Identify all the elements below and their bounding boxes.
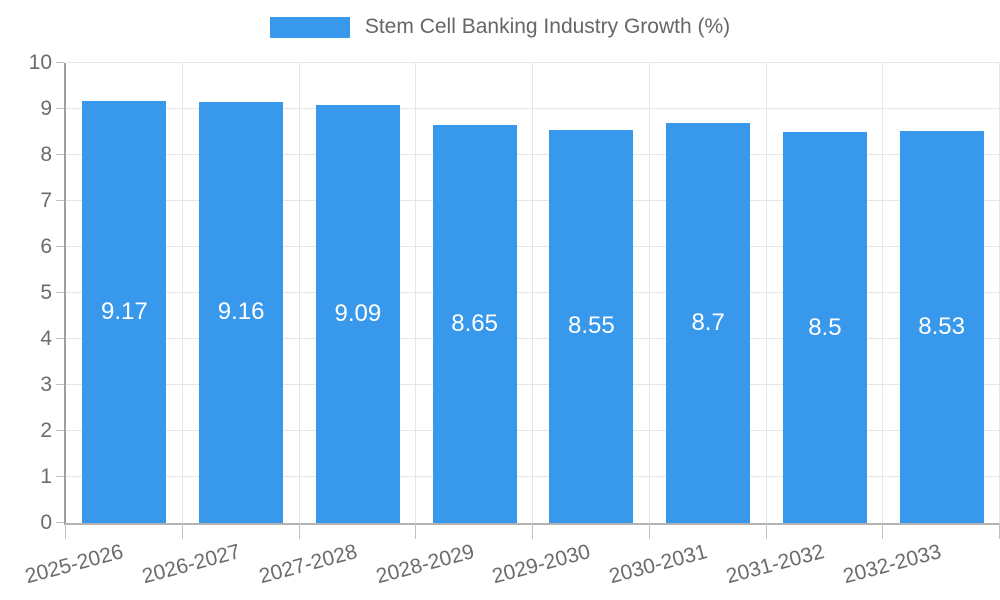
- tick-mark: [65, 523, 66, 539]
- bar[interactable]: 9.16: [199, 101, 284, 523]
- bar[interactable]: 8.65: [432, 125, 517, 523]
- bar-value-label: 8.65: [451, 310, 498, 338]
- y-axis-tick-label: 2: [40, 419, 52, 442]
- legend-item[interactable]: Stem Cell Banking Industry Growth (%): [0, 15, 1000, 39]
- y-axis-tick-label: 6: [40, 235, 52, 258]
- tick-mark: [56, 292, 64, 293]
- gridline: [66, 108, 1000, 109]
- y-axis-tick-label: 0: [40, 511, 52, 534]
- y-axis-tick-label: 1: [40, 465, 52, 488]
- gridline: [66, 338, 1000, 339]
- bar-value-label: 8.53: [918, 312, 965, 340]
- gridline: [765, 63, 767, 523]
- tick-mark: [56, 246, 64, 247]
- tick-mark: [56, 338, 64, 339]
- chart-title: Stem Cell Banking Industry Growth (%): [364, 15, 731, 38]
- y-axis-tick-label: 3: [40, 373, 52, 396]
- tick-mark: [765, 523, 767, 539]
- bar[interactable]: 8.53: [899, 130, 984, 523]
- tick-mark: [648, 523, 650, 539]
- bar[interactable]: 8.55: [549, 129, 634, 523]
- gridline: [66, 384, 1000, 385]
- tick-mark: [415, 523, 417, 539]
- tick-mark: [882, 523, 884, 539]
- tick-mark: [298, 523, 300, 539]
- tick-mark: [56, 522, 64, 523]
- bar-value-label: 8.55: [568, 312, 615, 340]
- gridline: [648, 63, 650, 523]
- bar[interactable]: 9.09: [315, 104, 400, 523]
- gridline: [415, 63, 417, 523]
- tick-mark: [56, 108, 64, 109]
- gridline: [298, 63, 300, 523]
- tick-mark: [56, 476, 64, 477]
- y-axis-tick-label: 8: [40, 143, 52, 166]
- gridline: [66, 200, 1000, 201]
- y-axis-tick-label: 5: [40, 281, 52, 304]
- bar-value-label: 9.09: [334, 299, 382, 327]
- bar-value-label: 8.7: [691, 308, 725, 336]
- tick-mark: [532, 523, 533, 539]
- y-axis-tick-label: 9: [40, 97, 52, 120]
- bar[interactable]: 8.7: [666, 122, 751, 523]
- tick-mark: [181, 523, 183, 539]
- tick-mark: [56, 62, 64, 63]
- tick-mark: [56, 430, 64, 431]
- legend-swatch[interactable]: [269, 16, 350, 38]
- tick-mark: [56, 200, 64, 201]
- gridline: [181, 63, 183, 523]
- gridline: [66, 476, 1000, 477]
- bar[interactable]: 8.5: [782, 132, 867, 523]
- gridline: [532, 63, 533, 523]
- gridline: [882, 63, 884, 523]
- y-axis-tick-label: 7: [40, 189, 52, 212]
- gridline: [66, 430, 1000, 431]
- gridline: [66, 292, 1000, 293]
- y-axis-tick-label: 10: [28, 51, 52, 74]
- gridline: [66, 246, 1000, 247]
- bar-value-label: 9.16: [217, 298, 265, 326]
- tick-mark: [56, 384, 64, 385]
- y-axis-tick-label: 4: [40, 327, 52, 350]
- bar[interactable]: 9.17: [82, 101, 167, 523]
- bar-value-label: 9.17: [101, 298, 148, 326]
- gridline: [66, 154, 1000, 155]
- bar-value-label: 8.5: [808, 313, 842, 341]
- plot-area: 0 1 2 3 4 5 6 7 8 9 10 9.17 2025-2026 9.16 2026-2027 9.…: [23, 52, 1000, 588]
- tick-mark: [56, 154, 64, 155]
- gridline: [66, 62, 1000, 63]
